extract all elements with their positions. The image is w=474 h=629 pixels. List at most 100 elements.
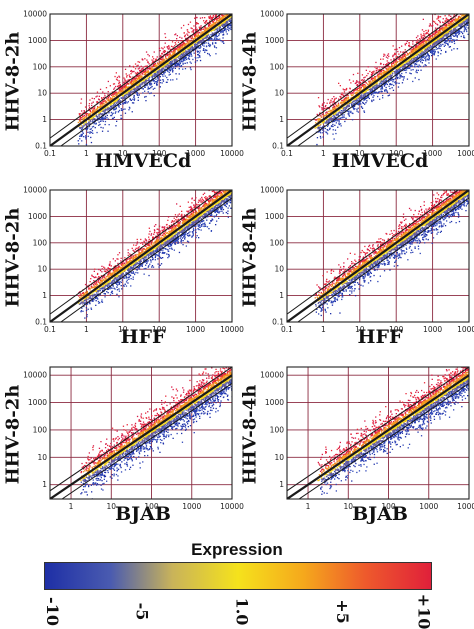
data-point — [409, 46, 410, 47]
data-point — [153, 65, 154, 66]
data-point — [447, 19, 448, 20]
data-point — [120, 91, 121, 92]
data-point — [195, 42, 196, 43]
data-point — [230, 10, 231, 11]
data-point — [209, 54, 210, 55]
data-point — [466, 19, 467, 20]
data-point — [149, 88, 150, 89]
data-point — [150, 87, 151, 88]
data-point — [162, 68, 163, 69]
data-point — [159, 68, 160, 69]
data-point — [422, 62, 423, 63]
data-point — [399, 73, 400, 74]
data-point — [101, 114, 102, 115]
data-point — [360, 103, 361, 104]
data-point — [133, 102, 134, 103]
data-point — [345, 118, 346, 119]
data-point — [466, 8, 467, 9]
data-point — [362, 102, 363, 103]
data-point — [400, 51, 401, 52]
data-point — [231, 12, 232, 13]
data-point — [325, 105, 326, 106]
data-point — [136, 65, 137, 66]
data-point — [138, 100, 139, 101]
data-point — [89, 133, 90, 134]
data-point — [373, 99, 374, 100]
data-point — [107, 99, 108, 100]
data-point — [195, 45, 196, 46]
data-point — [81, 134, 82, 135]
data-point — [158, 78, 159, 79]
data-point — [337, 127, 338, 128]
data-point — [175, 68, 176, 69]
data-point — [231, 6, 232, 7]
data-point — [405, 49, 406, 50]
data-point — [377, 69, 378, 70]
data-point — [133, 96, 134, 97]
data-point — [445, 41, 446, 42]
data-point — [233, 21, 234, 22]
data-point — [355, 83, 356, 84]
data-point — [356, 109, 357, 110]
data-point — [106, 117, 107, 118]
data-point — [388, 53, 389, 54]
data-point — [234, 25, 235, 26]
data-point — [195, 27, 196, 28]
data-point — [217, 6, 218, 7]
data-point — [114, 94, 115, 95]
data-point — [471, 15, 472, 16]
data-point — [216, 47, 217, 48]
data-point — [166, 58, 167, 59]
data-point — [126, 86, 127, 87]
data-point — [226, 23, 227, 24]
data-point — [152, 56, 153, 57]
data-point — [187, 35, 188, 36]
data-point — [368, 92, 369, 93]
data-point — [100, 89, 101, 90]
data-point — [107, 109, 108, 110]
data-point — [130, 73, 131, 74]
data-point — [190, 67, 191, 68]
data-point — [465, 21, 466, 22]
data-point — [182, 52, 183, 53]
data-point — [186, 57, 187, 58]
data-point — [376, 70, 377, 71]
data-point — [92, 133, 93, 134]
data-point — [433, 50, 434, 51]
data-point — [328, 99, 329, 100]
data-point — [379, 85, 380, 86]
data-point — [94, 98, 95, 99]
data-point — [440, 53, 441, 54]
data-point — [96, 114, 97, 115]
data-point — [369, 98, 370, 99]
data-point — [182, 69, 183, 70]
data-point — [468, 5, 469, 6]
data-point — [407, 41, 408, 42]
data-point — [137, 79, 138, 80]
data-point — [179, 62, 180, 63]
data-point — [79, 113, 80, 114]
data-point — [218, 18, 219, 19]
data-point — [461, 31, 462, 32]
data-point — [472, 21, 473, 22]
data-point — [396, 76, 397, 77]
y-tick-label: 1000 — [28, 36, 47, 45]
data-point — [226, 11, 227, 12]
data-point — [470, 24, 471, 25]
data-point — [233, 12, 234, 13]
data-point — [233, 21, 234, 22]
data-point — [157, 77, 158, 78]
data-point — [235, 12, 236, 13]
data-point — [226, 10, 227, 11]
data-point — [353, 74, 354, 75]
data-point — [85, 122, 86, 123]
data-point — [376, 92, 377, 93]
data-point — [147, 89, 148, 90]
data-point — [141, 83, 142, 84]
data-point — [225, 29, 226, 30]
data-point — [106, 101, 107, 102]
data-point — [110, 104, 111, 105]
data-point — [161, 47, 162, 48]
data-point — [167, 71, 168, 72]
